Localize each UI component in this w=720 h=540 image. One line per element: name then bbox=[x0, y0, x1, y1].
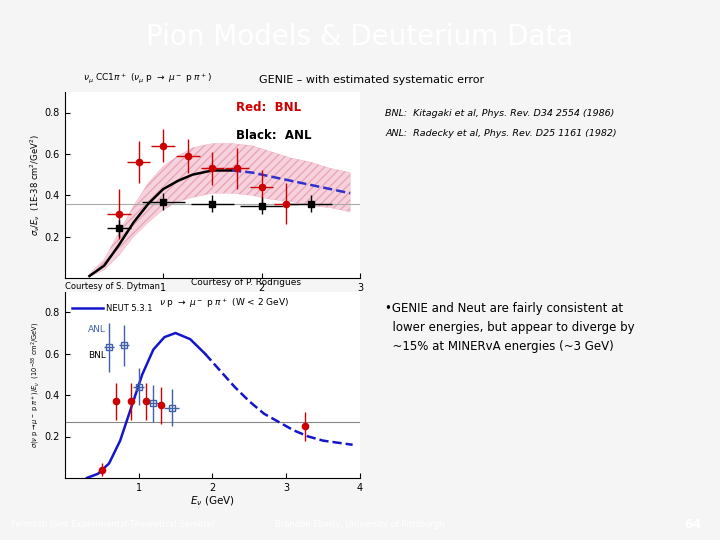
Text: NEUT 5.3.1: NEUT 5.3.1 bbox=[106, 304, 153, 313]
Text: ANL:  Radecky et al, Phys. Rev. D25 1161 (1982): ANL: Radecky et al, Phys. Rev. D25 1161 … bbox=[385, 129, 617, 138]
Text: Pion Models & Deuterium Data: Pion Models & Deuterium Data bbox=[146, 23, 574, 51]
X-axis label: $E_\nu$ (GeV): $E_\nu$ (GeV) bbox=[190, 294, 235, 308]
Y-axis label: $\sigma$($\nu$ p$\rightarrow\mu^-$ p $\pi^+$)/$E_\nu$  (10$^{-38}$ cm$^2$/GeV): $\sigma$($\nu$ p$\rightarrow\mu^-$ p $\p… bbox=[30, 321, 42, 448]
Text: Red:  BNL: Red: BNL bbox=[236, 101, 301, 114]
Text: BNL: BNL bbox=[89, 351, 107, 360]
Text: ANL: ANL bbox=[89, 325, 107, 334]
Text: Black:  ANL: Black: ANL bbox=[236, 129, 312, 142]
Text: $\nu_\mu$ CC1$\pi^+$ ($\nu_\mu$ p $\rightarrow$ $\mu^-$ p $\pi^+$): $\nu_\mu$ CC1$\pi^+$ ($\nu_\mu$ p $\righ… bbox=[83, 71, 212, 85]
Text: Courtesy of P. Rodrigues: Courtesy of P. Rodrigues bbox=[191, 278, 301, 287]
Y-axis label: $\sigma_\nu/E_\nu$  (1E-38 cm$^2$/GeV$^2$): $\sigma_\nu/E_\nu$ (1E-38 cm$^2$/GeV$^2$… bbox=[28, 134, 42, 236]
Text: $\nu$ p $\rightarrow$ $\mu^-$ p $\pi^+$ (W < 2 GeV): $\nu$ p $\rightarrow$ $\mu^-$ p $\pi^+$ … bbox=[159, 296, 289, 310]
Text: 64: 64 bbox=[685, 518, 702, 531]
X-axis label: $E_\nu$ (GeV): $E_\nu$ (GeV) bbox=[190, 494, 235, 508]
Text: •GENIE and Neut are fairly consistent at
  lower energies, but appear to diverge: •GENIE and Neut are fairly consistent at… bbox=[385, 302, 635, 353]
Text: Brandon Eberly, University of Pittsburgh: Brandon Eberly, University of Pittsburgh bbox=[275, 519, 445, 529]
Text: GENIE – with estimated systematic error: GENIE – with estimated systematic error bbox=[259, 75, 485, 85]
Text: BNL:  Kitagaki et al, Phys. Rev. D34 2554 (1986): BNL: Kitagaki et al, Phys. Rev. D34 2554… bbox=[385, 109, 615, 118]
Text: Fermilab Joint Experimental-Theoretical Seminar: Fermilab Joint Experimental-Theoretical … bbox=[11, 519, 215, 529]
Text: Courtesy of S. Dytman: Courtesy of S. Dytman bbox=[65, 282, 160, 292]
